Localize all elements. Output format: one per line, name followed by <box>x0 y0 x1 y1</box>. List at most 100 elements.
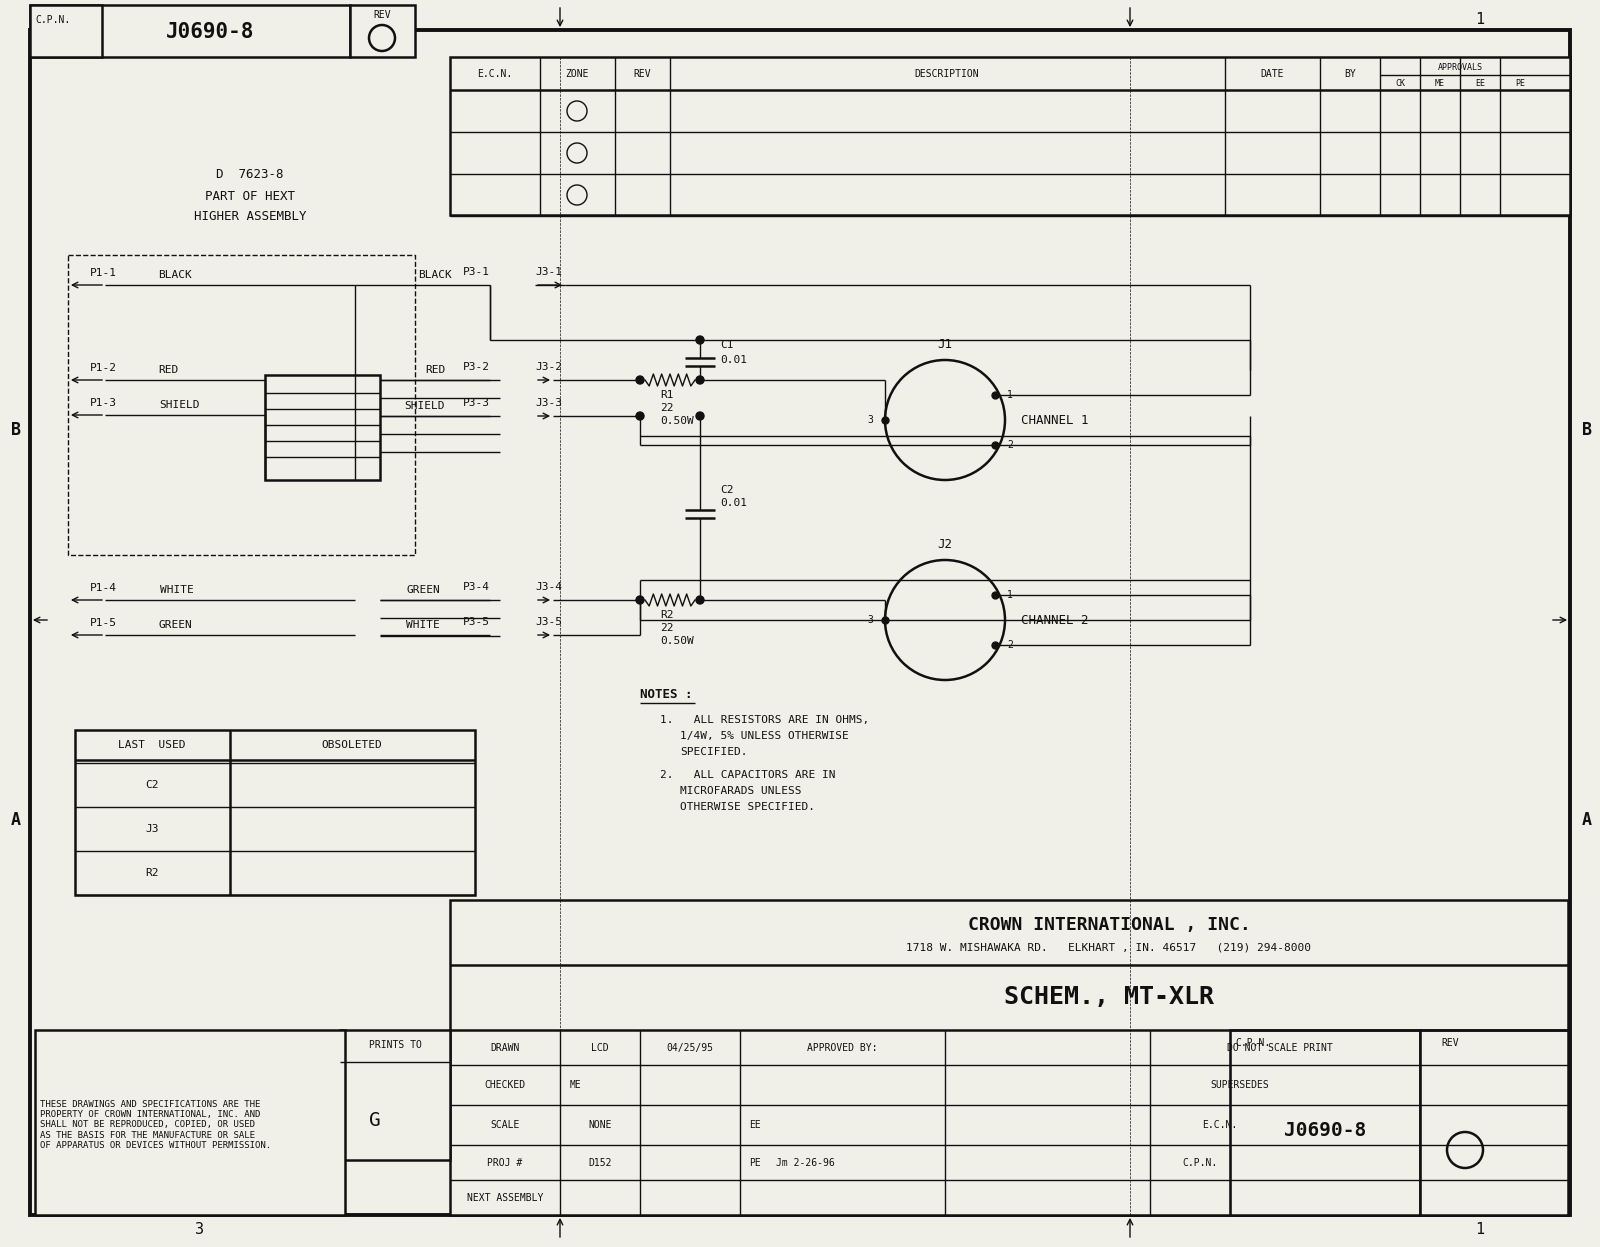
Text: 0.01: 0.01 <box>720 355 747 365</box>
Text: J0690-8: J0690-8 <box>166 22 254 42</box>
Text: SCHEM., MT-XLR: SCHEM., MT-XLR <box>1005 985 1214 1009</box>
Text: C.P.N.: C.P.N. <box>1235 1038 1270 1047</box>
Text: 04/25/95: 04/25/95 <box>667 1042 714 1052</box>
Text: THESE DRAWINGS AND SPECIFICATIONS ARE THE
PROPERTY OF CROWN INTERNATIONAL, INC. : THESE DRAWINGS AND SPECIFICATIONS ARE TH… <box>40 1100 270 1150</box>
Text: REV: REV <box>373 10 390 20</box>
Text: P3-3: P3-3 <box>462 398 490 408</box>
Text: J3-5: J3-5 <box>534 617 562 627</box>
Text: 1/4W, 5% UNLESS OTHERWISE: 1/4W, 5% UNLESS OTHERWISE <box>680 731 848 741</box>
Text: P3-2: P3-2 <box>462 362 490 372</box>
Circle shape <box>885 360 1005 480</box>
Text: E.C.N.: E.C.N. <box>477 69 512 79</box>
Text: CHANNEL 1: CHANNEL 1 <box>1021 414 1088 426</box>
Circle shape <box>1446 1132 1483 1168</box>
Bar <box>30 5 102 57</box>
Text: B: B <box>11 421 21 439</box>
Text: G: G <box>370 1111 381 1130</box>
Text: P3-5: P3-5 <box>462 617 490 627</box>
Text: 0.50W: 0.50W <box>661 636 694 646</box>
Text: 1: 1 <box>1475 12 1485 27</box>
Text: 2: 2 <box>1006 440 1013 450</box>
Text: DATE: DATE <box>1261 69 1283 79</box>
Text: 1: 1 <box>1475 1222 1485 1237</box>
Circle shape <box>566 143 587 163</box>
Text: 22: 22 <box>661 403 674 413</box>
Bar <box>35 1030 346 1215</box>
Text: PE: PE <box>1515 79 1525 87</box>
Bar <box>339 1030 450 1160</box>
Bar <box>450 900 1568 1215</box>
Text: P1-2: P1-2 <box>90 363 117 373</box>
Text: HIGHER ASSEMBLY: HIGHER ASSEMBLY <box>194 209 306 222</box>
Text: SPECIFIED.: SPECIFIED. <box>680 747 747 757</box>
Circle shape <box>637 377 643 384</box>
Text: 3: 3 <box>867 615 874 625</box>
Text: Jm 2-26-96: Jm 2-26-96 <box>776 1158 834 1168</box>
Text: PRINTS TO: PRINTS TO <box>368 1040 421 1050</box>
Text: P1-5: P1-5 <box>90 619 117 628</box>
Text: OTHERWISE SPECIFIED.: OTHERWISE SPECIFIED. <box>680 802 814 812</box>
Bar <box>1421 1030 1568 1215</box>
Text: WHITE: WHITE <box>406 620 440 630</box>
Text: B: B <box>1582 421 1592 439</box>
Circle shape <box>566 101 587 121</box>
Text: P3-1: P3-1 <box>462 267 490 277</box>
Circle shape <box>696 596 704 604</box>
Text: 22: 22 <box>661 624 674 633</box>
Text: REV: REV <box>634 69 651 79</box>
Text: NEXT ASSEMBLY: NEXT ASSEMBLY <box>467 1193 542 1203</box>
Text: NOTES :: NOTES : <box>640 688 693 702</box>
Text: SHIELD: SHIELD <box>405 402 445 412</box>
Text: DRAWN: DRAWN <box>490 1042 520 1052</box>
Text: REV: REV <box>1442 1038 1459 1047</box>
Text: R1: R1 <box>661 390 674 400</box>
Text: 3: 3 <box>195 1222 205 1237</box>
Text: P1-4: P1-4 <box>90 584 117 594</box>
Text: 2.   ALL CAPACITORS ARE IN: 2. ALL CAPACITORS ARE IN <box>661 769 835 781</box>
Text: 1718 W. MISHAWAKA RD.   ELKHART , IN. 46517   (219) 294-8000: 1718 W. MISHAWAKA RD. ELKHART , IN. 4651… <box>907 943 1312 953</box>
Text: R2: R2 <box>661 610 674 620</box>
Text: WHITE: WHITE <box>160 585 194 595</box>
Text: J3-1: J3-1 <box>534 267 562 277</box>
Text: C.P.N.: C.P.N. <box>35 15 70 25</box>
Text: 0.50W: 0.50W <box>661 416 694 426</box>
Text: R2: R2 <box>146 868 158 878</box>
Text: J0690-8: J0690-8 <box>1283 1121 1366 1140</box>
Circle shape <box>696 377 704 384</box>
Text: ME: ME <box>1435 79 1445 87</box>
Text: RED: RED <box>158 365 178 375</box>
Text: BLACK: BLACK <box>158 271 192 281</box>
Text: SHIELD: SHIELD <box>160 400 200 410</box>
Text: P1-3: P1-3 <box>90 398 117 408</box>
Text: EE: EE <box>1475 79 1485 87</box>
Text: GREEN: GREEN <box>158 620 192 630</box>
Text: NONE: NONE <box>589 1120 611 1130</box>
Text: ME: ME <box>570 1080 581 1090</box>
Circle shape <box>566 185 587 205</box>
Bar <box>1230 1030 1421 1215</box>
Text: 0.01: 0.01 <box>720 498 747 508</box>
Text: J2: J2 <box>938 539 952 551</box>
Circle shape <box>637 412 643 420</box>
Text: J3-2: J3-2 <box>534 362 562 372</box>
Text: 1: 1 <box>1006 390 1013 400</box>
Circle shape <box>696 335 704 344</box>
Text: EE: EE <box>749 1120 762 1130</box>
Text: SCALE: SCALE <box>490 1120 520 1130</box>
Text: MICROFARADS UNLESS: MICROFARADS UNLESS <box>680 786 802 796</box>
Text: OBSOLETED: OBSOLETED <box>322 739 382 749</box>
Text: D152: D152 <box>589 1158 611 1168</box>
Text: APPROVED BY:: APPROVED BY: <box>806 1042 877 1052</box>
Text: CROWN INTERNATIONAL , INC.: CROWN INTERNATIONAL , INC. <box>968 917 1250 934</box>
Text: LAST  USED: LAST USED <box>118 739 186 749</box>
Text: BY: BY <box>1344 69 1355 79</box>
Text: ZONE: ZONE <box>565 69 589 79</box>
Bar <box>450 57 1570 214</box>
Text: DO NOT SCALE PRINT: DO NOT SCALE PRINT <box>1227 1042 1333 1052</box>
Text: C2: C2 <box>720 485 733 495</box>
Text: PE: PE <box>749 1158 762 1168</box>
Bar <box>75 729 475 895</box>
Text: 2: 2 <box>1006 640 1013 650</box>
Bar <box>266 375 381 480</box>
Text: A: A <box>1582 811 1592 829</box>
